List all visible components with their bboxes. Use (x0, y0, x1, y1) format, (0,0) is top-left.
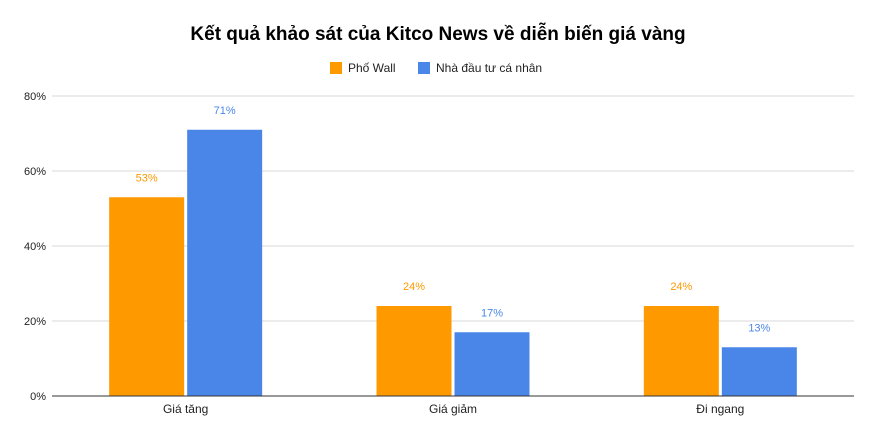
legend: Phố Wall Nhà đầu tư cá nhân (330, 61, 542, 75)
x-axis: Giá tăng Giá giảm Đi ngang (52, 395, 854, 416)
data-label: 17% (481, 307, 503, 319)
y-tick-label: 0% (30, 391, 46, 403)
grid (52, 95, 854, 322)
y-tick-label: 40% (24, 241, 46, 253)
x-category-label: Giá tăng (163, 402, 208, 416)
bar (454, 332, 530, 396)
legend-label-pho-wall: Phố Wall (348, 61, 396, 75)
data-label: 24% (403, 281, 425, 293)
bar (376, 306, 452, 396)
legend-label-nha-dau-tu: Nhà đầu tư cá nhân (436, 61, 542, 75)
y-tick-label: 80% (24, 91, 46, 103)
y-tick-label: 20% (24, 316, 46, 328)
bar (187, 129, 263, 396)
legend-swatch-pho-wall (330, 62, 342, 74)
data-label: 71% (214, 105, 236, 117)
data-label: 13% (748, 322, 770, 334)
bar (109, 197, 185, 396)
data-labels: 53% 71% 24% 17% 24% 13% (136, 105, 771, 335)
y-axis: 0% 20% 40% 60% 80% (24, 91, 46, 403)
y-tick-label: 60% (24, 166, 46, 178)
bars (109, 129, 797, 396)
data-label: 53% (136, 172, 158, 184)
bar (643, 306, 719, 396)
bar (721, 347, 797, 396)
chart-title: Kết quả khảo sát của Kitco News về diễn … (190, 23, 685, 45)
x-category-label: Đi ngang (696, 402, 744, 416)
legend-swatch-nha-dau-tu (418, 62, 430, 74)
data-label: 24% (670, 281, 692, 293)
x-category-label: Giá giảm (429, 402, 477, 416)
